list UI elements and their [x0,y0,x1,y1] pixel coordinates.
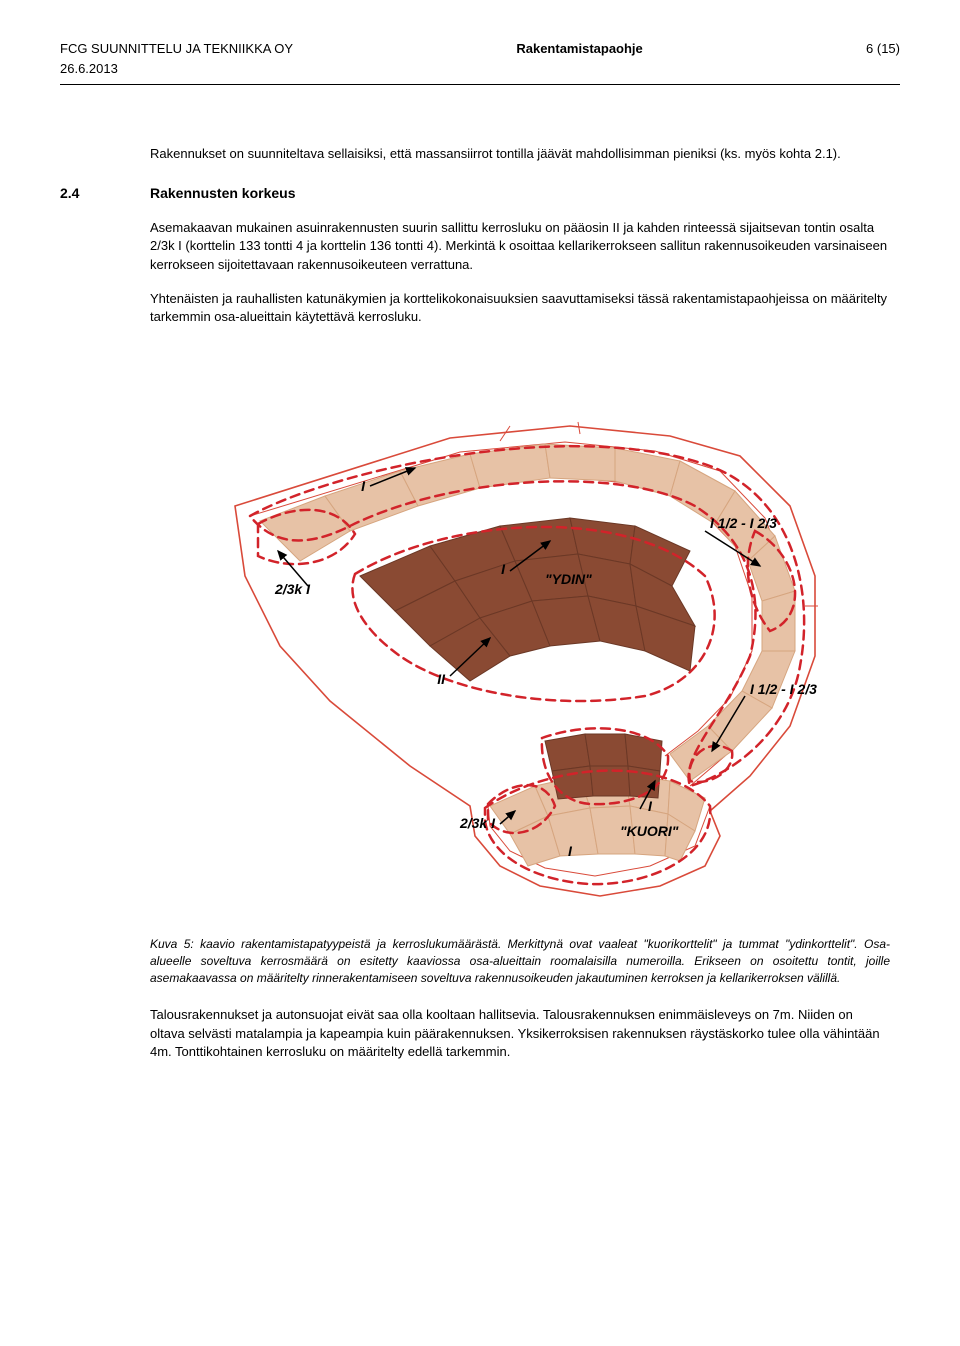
section-title: Rakennusten korkeus [150,184,296,204]
section-number: 2.4 [60,184,150,204]
header-date: 26.6.2013 [60,60,900,78]
lower-ydin-plots [545,734,662,799]
label-r2: I 1/2 - I 2/3 [750,681,817,697]
body-p1: Asemakaavan mukainen asuinrakennusten su… [150,219,890,274]
figure-5: I I II 2/3k I 2/3k I "YDIN" "KUORI" I 1/… [150,356,890,916]
intro-paragraph: Rakennukset on suunniteltava sellaisiksi… [150,145,890,163]
header-divider [60,84,900,85]
header-left: FCG SUUNNITTELU JA TEKNIIKKA OY [60,40,293,58]
label-23k-2: 2/3k I [459,815,496,831]
label-23k-1: 2/3k I [274,581,311,597]
figure-caption: Kuva 5: kaavio rakentamistapatyypeistä j… [150,936,890,986]
label-r1: I 1/2 - I 2/3 [710,515,777,531]
page-header: FCG SUUNNITTELU JA TEKNIIKKA OY Rakentam… [60,40,900,58]
header-center: Rakentamistapaohje [516,40,642,58]
body-p2: Yhtenäisten ja rauhallisten katunäkymien… [150,290,890,326]
label-kuori: "KUORI" [620,823,679,839]
tail-paragraph: Talousrakennukset ja autonsuojat eivät s… [150,1006,890,1061]
section-heading: 2.4 Rakennusten korkeus [60,184,900,204]
road-stub [578,422,580,434]
label-ydin: "YDIN" [545,571,592,587]
header-right: 6 (15) [866,40,900,58]
label-II: II [437,671,446,687]
